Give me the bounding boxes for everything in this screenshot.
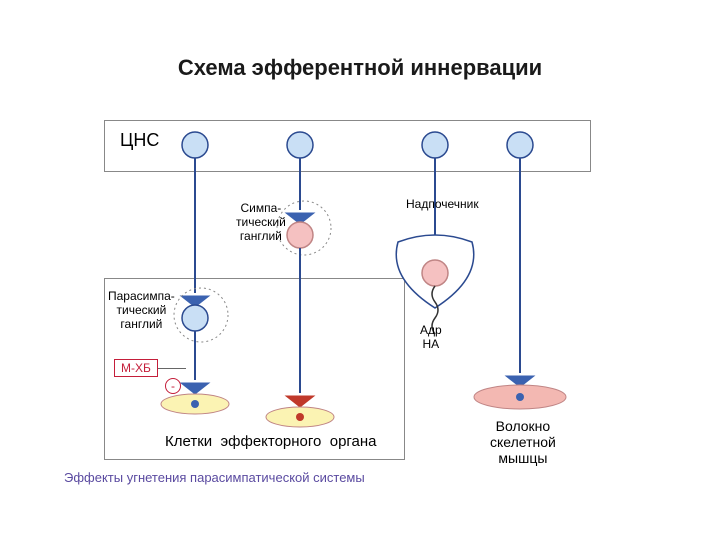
label-effector-cells: Клетки эффекторного органа <box>165 433 377 450</box>
label-symp-ganglion: Симпа- тический ганглий <box>236 202 286 243</box>
mxb-tag: М-ХБ <box>114 359 158 377</box>
bottom-note: Эффекты угнетения парасимпатической сист… <box>64 470 365 485</box>
diagram-stage: Схема эфферентной иннервации ЦНС Парасим… <box>0 0 720 540</box>
label-adr-na: Адр НА <box>420 324 442 352</box>
label-muscle: Волокно скелетной мышцы <box>490 418 556 466</box>
diagram-svg <box>0 0 720 540</box>
mxb-connector <box>158 368 186 369</box>
label-adrenal: Надпочечник <box>406 198 479 212</box>
label-para-ganglion: Парасимпа- тический ганглий <box>108 290 175 331</box>
minus-icon: - <box>165 378 181 394</box>
